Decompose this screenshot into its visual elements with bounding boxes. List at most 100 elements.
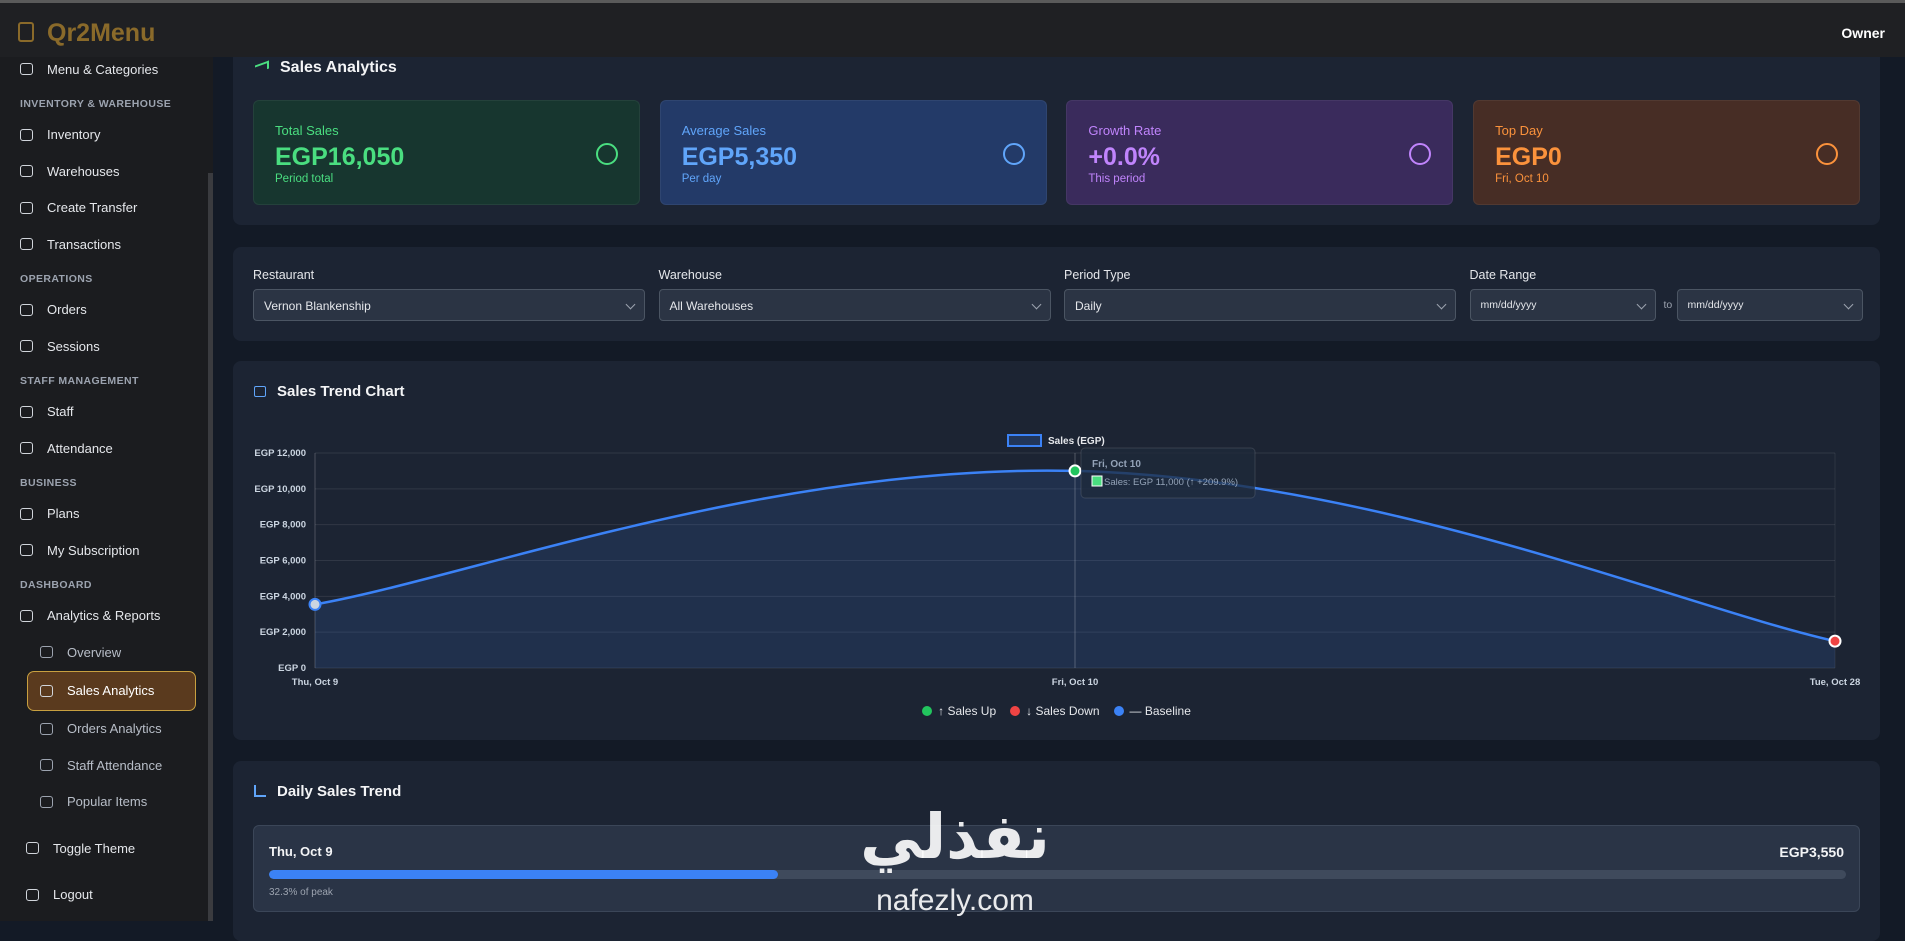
nav-label: Sessions (47, 338, 100, 354)
nav-section: INVENTORY & WAREHOUSE (20, 97, 172, 110)
nav-item[interactable]: Warehouses (0, 153, 208, 190)
nav-label: Overview (67, 644, 122, 660)
nav-item[interactable]: Plans (0, 496, 208, 533)
nav-icon (20, 303, 33, 316)
legend-item: ↓ Sales Down (1010, 704, 1100, 718)
filter-label: Warehouse (658, 268, 722, 282)
daily-amount: EGP3,550 (1779, 844, 1844, 860)
nav-icon (40, 759, 53, 772)
nav-label: Staff Attendance (67, 757, 163, 773)
stat-icon (1409, 143, 1432, 165)
x-tick-label: Fri, Oct 10 (1052, 677, 1098, 688)
legend-dot (1113, 706, 1124, 716)
nav-item[interactable]: Sales Analytics (27, 670, 196, 711)
y-tick-label: EGP 8,000 (260, 520, 306, 531)
nav-item[interactable]: Transactions (0, 226, 208, 263)
analytics-panel: Sales Analytics Total Sales EGP16,050 Perio… (233, 45, 1880, 225)
top-bar: Qr2Menu Owner (0, 0, 1905, 57)
daily-icon (254, 785, 266, 797)
nav-label: Warehouses (47, 163, 120, 179)
nav-label: Menu & Categories (47, 61, 159, 77)
y-tick-label: EGP 2,000 (260, 627, 306, 638)
legend-item: ↑ Sales Up (922, 704, 996, 718)
chart-title: Sales Trend Chart (277, 383, 405, 400)
stat-value: +0.0% (1088, 143, 1160, 171)
nav-item[interactable]: Inventory (0, 117, 208, 154)
stat-value: EGP0 (1495, 143, 1562, 171)
nav-item[interactable]: Overview (0, 634, 208, 671)
filter-select[interactable]: Daily (1064, 289, 1456, 321)
nav-icon (40, 722, 53, 735)
date-input[interactable]: mm/dd/yyyy (1676, 289, 1863, 321)
daily-panel: Daily Sales Trend Thu, Oct 9 EGP3,550 32.3%… (233, 761, 1880, 941)
y-tick-label: EGP 4,000 (260, 591, 306, 602)
nav-item[interactable]: Popular Items (0, 784, 208, 821)
x-tick-label: Tue, Oct 28 (1810, 677, 1861, 688)
nav-item[interactable]: Orders Analytics (0, 711, 208, 748)
x-tick-label: Thu, Oct 9 (292, 677, 338, 688)
nav-item[interactable]: Sessions (0, 328, 208, 365)
stat-icon (1002, 143, 1025, 165)
tooltip-swatch (1091, 475, 1103, 487)
tooltip-text: Sales: EGP 11,000 (↑ +209.9%) (1104, 477, 1238, 488)
stat-card: Total Sales EGP16,050 Period total (253, 100, 640, 205)
nav-label: Staff (47, 404, 74, 420)
point (308, 597, 322, 611)
brand[interactable]: Qr2Menu (47, 19, 156, 47)
nav-item[interactable]: Analytics & Reports (0, 598, 208, 635)
filter-select[interactable]: All Warehouses (658, 289, 1051, 321)
date-separator: to (1663, 299, 1673, 311)
status-legend: ↑ Sales Up ↓ Sales Down — Baseline (233, 704, 1880, 718)
tooltip (1080, 447, 1256, 499)
legend-text: ↓ Sales Down (1026, 704, 1100, 718)
stat-value: EGP5,350 (681, 143, 798, 171)
sidebar: Menu & Categories INVENTORY & WAREHOUSE In… (0, 57, 213, 921)
title-icon (255, 60, 269, 74)
filter-select[interactable]: Vernon Blankenship (253, 289, 645, 321)
stat-label: Total Sales (275, 123, 339, 138)
nav-item[interactable]: Staff Attendance (0, 747, 208, 784)
nav-item[interactable]: Toggle Theme (0, 830, 208, 867)
nav-section: DASHBOARD (20, 578, 92, 591)
nav-label: Inventory (47, 127, 101, 143)
nav-icon (20, 63, 33, 76)
area (315, 470, 1835, 668)
stat-value: EGP16,050 (275, 143, 405, 171)
nav-item[interactable]: Staff (0, 394, 208, 431)
chart-panel: Sales Trend Chart EGP 0 EGP 2,000 EGP 4,000… (233, 361, 1880, 740)
legend-text: ↑ Sales Up (938, 704, 997, 718)
filter-label: Date Range (1469, 268, 1537, 282)
nav-section: BUSINESS (20, 476, 77, 489)
filter-label: Restaurant (253, 268, 315, 282)
nav-item[interactable]: Create Transfer (0, 190, 208, 227)
stat-label: Top Day (1495, 123, 1543, 138)
nav-icon (20, 340, 33, 353)
stat-note: Period total (275, 173, 334, 185)
nav-item[interactable]: Logout (0, 877, 208, 914)
user-menu[interactable]: Owner (1841, 25, 1885, 41)
filters-panel: Restaurant Vernon Blankenship Warehouse All… (233, 247, 1880, 341)
nav-icon (20, 128, 33, 141)
nav-label: Logout (53, 887, 93, 903)
nav-icon (26, 842, 39, 855)
stat-note: This period (1088, 173, 1146, 185)
nav-label: Create Transfer (47, 200, 138, 216)
page: {"header": {"brand": "Qr2Menu", "user": … (0, 0, 1905, 921)
watermark-arabic: نفذلي (860, 800, 1050, 873)
point (1068, 464, 1082, 478)
nav-item[interactable]: Attendance (0, 430, 208, 467)
stat-label: Growth Rate (1088, 123, 1162, 138)
nav-label: Transactions (47, 236, 121, 252)
chart-icon (254, 386, 266, 397)
y-tick-label: EGP 12,000 (254, 448, 306, 459)
nav-label: Analytics & Reports (47, 608, 161, 624)
legend-dot (1010, 706, 1021, 716)
nav-item[interactable]: My Subscription (0, 532, 208, 569)
sidebar-list: Menu & Categories INVENTORY & WAREHOUSE In… (0, 57, 208, 913)
date-input[interactable]: mm/dd/yyyy (1469, 289, 1656, 321)
scrollbar[interactable] (208, 173, 213, 921)
nav-item[interactable]: Menu & Categories (0, 57, 208, 88)
nav-item[interactable]: Orders (0, 292, 208, 329)
y-tick-label: EGP 6,000 (260, 556, 306, 567)
point (1828, 634, 1842, 648)
